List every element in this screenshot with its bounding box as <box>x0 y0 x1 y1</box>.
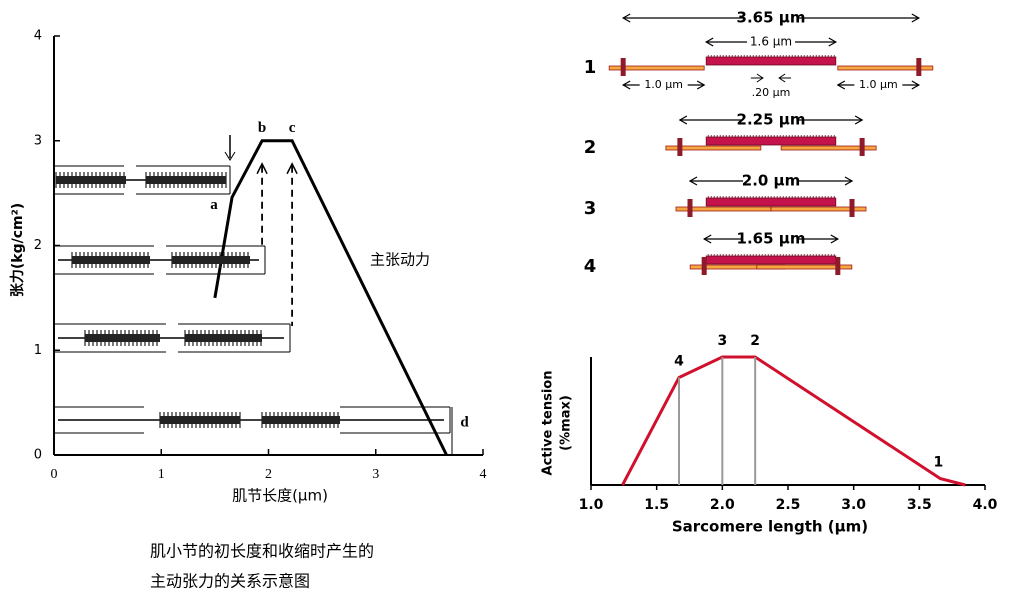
dimension-label: 1.0 μm <box>859 78 898 91</box>
arrow-head <box>286 162 298 175</box>
y-axis-label: (%max) <box>559 395 574 451</box>
thick-filament <box>262 416 340 424</box>
diagram-number: 3 <box>584 198 597 219</box>
x-tick-label: 2.5 <box>776 497 801 513</box>
arrow-head <box>704 37 838 47</box>
x-tick-label: 3.5 <box>907 497 932 513</box>
thin-filament <box>837 65 934 71</box>
dimension-label: 3.65 μm <box>737 9 806 27</box>
z-line <box>620 58 626 76</box>
arrow-head <box>621 80 706 90</box>
x-tick-label: 0 <box>51 467 58 482</box>
dimension-label: 1.6 μm <box>750 35 792 49</box>
arrow-head <box>688 176 854 186</box>
x-tick-label: 4 <box>480 467 487 482</box>
caption: 主动张力的关系示意图 <box>150 572 310 591</box>
y-tick-label: 3 <box>34 133 42 148</box>
point-label: 1 <box>933 455 943 471</box>
x-axis-label: 肌节长度(μm) <box>232 487 328 505</box>
thick-filament <box>85 334 160 342</box>
point-label: d <box>460 414 469 430</box>
x-tick-label: 1 <box>158 467 165 482</box>
arrow-head <box>702 234 840 244</box>
label-bg <box>743 111 799 129</box>
caption: 肌小节的初长度和收缩时产生的 <box>150 542 374 561</box>
dimension-label: 1.0 μm <box>644 78 683 91</box>
label-bg <box>747 34 795 50</box>
thin-filament <box>780 145 877 151</box>
y-axis-label: 张力(kg/cm²) <box>9 203 26 297</box>
x-tick-label: 2.0 <box>710 497 735 513</box>
thin-filament <box>756 264 853 270</box>
z-line <box>835 257 841 275</box>
label-bg <box>743 172 799 190</box>
thin-filament <box>608 65 705 71</box>
point-label: a <box>210 197 218 213</box>
z-line <box>849 199 855 217</box>
point-label: 2 <box>750 333 760 349</box>
z-line <box>859 138 865 156</box>
arrow-head <box>256 162 268 175</box>
z-line <box>701 257 707 275</box>
dimension-label: .20 μm <box>752 86 791 99</box>
y-tick-label: 0 <box>34 448 42 463</box>
arrow-head <box>750 73 792 83</box>
y-axis-label: Active tension <box>541 371 556 476</box>
tension-curve <box>621 355 966 487</box>
label-bg <box>639 78 688 92</box>
label-bg <box>743 9 799 27</box>
thick-filament <box>172 256 250 264</box>
z-line <box>916 58 922 76</box>
z-line <box>687 199 693 217</box>
label-bg <box>743 230 799 248</box>
x-tick-label: 1.0 <box>579 497 604 513</box>
dimension-label: 1.65 μm <box>737 230 806 248</box>
curve-label: 主张动力 <box>370 251 430 269</box>
x-tick-label: 3.0 <box>841 497 866 513</box>
thin-filament <box>770 206 867 212</box>
label-bg <box>854 78 903 92</box>
arrow-head <box>836 80 921 90</box>
thick-filament <box>72 256 150 264</box>
diagram-number: 4 <box>584 256 597 277</box>
x-tick-label: 2 <box>265 467 272 482</box>
x-tick-label: 4.0 <box>973 497 998 513</box>
thick-filament <box>185 334 262 342</box>
thick-filament <box>56 176 126 184</box>
point-label: 4 <box>674 353 684 369</box>
dimension-label: 2.25 μm <box>737 111 806 129</box>
tension-curve <box>213 139 448 456</box>
thick-filament <box>705 197 837 207</box>
point-label: c <box>289 120 296 136</box>
point-label: b <box>258 120 266 136</box>
arrow-head <box>621 13 921 23</box>
z-line <box>677 138 683 156</box>
arrow-head <box>678 115 864 125</box>
thick-filament <box>705 56 837 66</box>
arrow-head <box>224 151 236 161</box>
thick-filament <box>705 255 837 265</box>
y-tick-label: 1 <box>34 343 42 358</box>
thick-filament <box>705 136 837 146</box>
x-tick-label: 3 <box>372 467 379 482</box>
dimension-label: 2.0 μm <box>742 172 800 190</box>
y-tick-label: 2 <box>34 238 42 253</box>
x-tick-label: 1.5 <box>644 497 669 513</box>
thin-filament <box>665 145 762 151</box>
diagram-number: 2 <box>584 137 597 158</box>
diagram-number: 1 <box>584 57 597 78</box>
point-label: 3 <box>717 333 727 349</box>
y-tick-label: 4 <box>34 29 42 44</box>
x-axis-label: Sarcomere length (μm) <box>672 518 868 536</box>
